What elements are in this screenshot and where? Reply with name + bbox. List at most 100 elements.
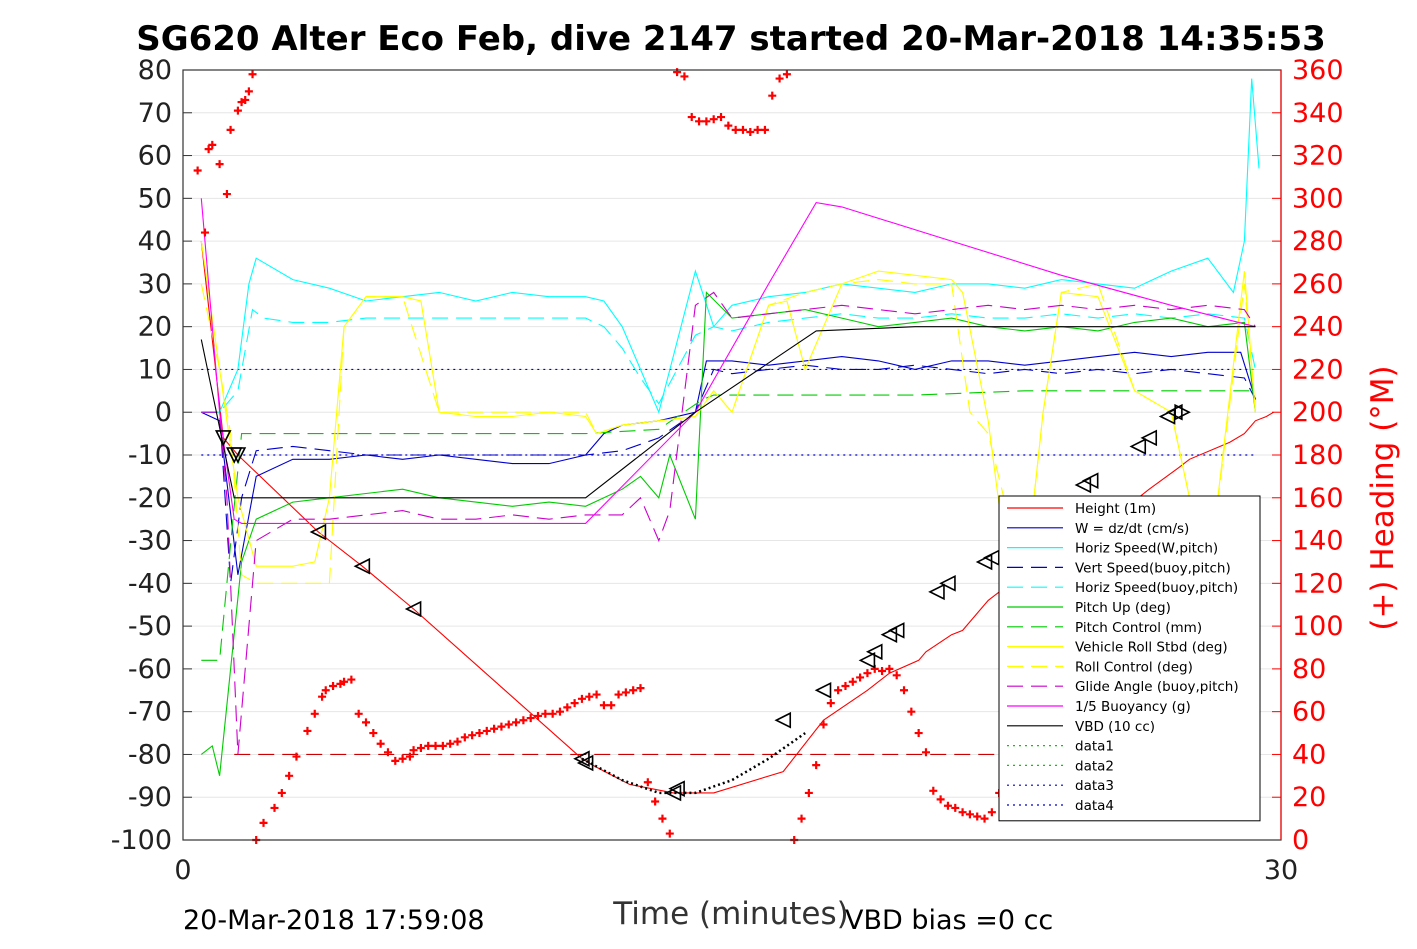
heading-marker [804,788,813,797]
triangle-marker [858,652,876,669]
y2-tick-label: 120 [1292,568,1344,599]
y2-tick-label: 0 [1292,825,1309,856]
heading-marker [651,797,660,806]
y-tick-label: -100 [111,825,172,856]
y2-tick-label: 160 [1292,483,1344,514]
triangle-marker [404,600,422,618]
y2-tick-label: 100 [1292,611,1344,642]
heading-marker [687,113,696,122]
y-tick-label: -70 [128,697,172,728]
x-axis-label: Time (minutes) [612,896,848,932]
heading-marker [244,87,253,96]
heading-marker [709,115,718,124]
heading-marker [354,709,363,718]
heading-marker [526,714,535,723]
series-line-11 [200,326,1256,499]
heading-marker [614,690,623,699]
triangle-marker [1174,403,1191,421]
heading-marker [383,748,392,757]
heading-marker [446,739,455,748]
heading-marker [482,726,491,735]
heading-marker [629,686,638,695]
heading-marker [753,125,762,134]
heading-marker [834,686,843,695]
y-tick-label: 60 [138,141,172,172]
y-tick-label: -40 [128,568,172,599]
heading-marker [468,731,477,740]
heading-marker [362,718,370,727]
heading-marker [475,729,484,738]
y2-tick-label: 40 [1292,739,1326,770]
heading-marker [241,95,250,104]
series-line-10 [200,198,1256,524]
heading-marker [929,786,938,795]
y2-tick-label: 20 [1292,782,1326,813]
heading-marker [310,709,319,718]
heading-marker [233,106,242,115]
heading-marker [907,707,916,716]
heading-marker [695,117,704,126]
heading-marker [548,709,557,718]
heading-marker [599,701,608,710]
series-line-2 [201,78,1260,414]
heading-marker [376,739,385,748]
triangle-marker [353,557,371,575]
legend-label: data2 [1075,758,1114,774]
heading-marker [215,160,224,169]
heading-marker [892,671,901,680]
heading-marker [797,814,806,823]
series-line-5 [200,291,1256,776]
heading-marker [534,711,543,720]
y-tick-label: 70 [138,98,172,129]
heading-marker [405,752,414,761]
y2-axis-label: (+) Heading (°M) [1365,365,1401,630]
heading-marker [318,692,327,701]
heading-marker [303,726,312,735]
heading-marker [329,682,338,690]
y2-tick-label: 180 [1292,440,1344,471]
heading-marker [460,733,469,742]
heading-marker [490,724,499,733]
y2-tick-label: 60 [1292,697,1326,728]
triangle-marker [814,681,832,699]
heading-marker [409,746,418,755]
y2-tick-label: 320 [1292,141,1344,172]
heading-marker [347,675,356,684]
heading-marker [987,808,996,817]
heading-marker [958,808,967,817]
triangle-marker [928,583,945,601]
heading-marker [768,91,777,100]
series-line-1 [201,351,1256,575]
heading-marker [369,729,378,738]
heading-marker [541,709,550,718]
heading-marker [398,754,407,763]
heading-marker [885,664,894,673]
heading-marker [555,707,564,716]
x-tick-label: 0 [174,855,191,886]
y2-tick-label: 240 [1292,312,1344,343]
series-line-4 [201,308,1256,413]
heading-marker [724,121,733,130]
triangle-marker [880,626,898,643]
legend-label: Horiz Speed(W,pitch) [1075,541,1218,557]
heading-marker [277,788,286,797]
footer-timestamp: 20-Mar-2018 17:59:08 [183,905,485,936]
y-tick-label: -80 [128,739,172,770]
heading-marker [292,752,301,761]
footer-vbd-bias: VBD bias =0 cc [845,905,1053,936]
y-tick-label: -50 [128,611,172,642]
y-tick-label: -10 [128,440,172,471]
legend-label: 1/5 Buoyancy (g) [1075,699,1191,715]
heading-marker [438,741,447,750]
heading-marker [914,729,923,738]
triangle-marker [865,643,883,661]
y2-tick-label: 280 [1292,226,1344,257]
heading-marker [424,741,433,750]
heading-marker [563,703,572,712]
y2-tick-label: 80 [1292,654,1326,685]
heading-marker [856,673,865,682]
heading-marker [900,686,909,695]
heading-marker [621,688,630,697]
heading-marker [222,190,231,199]
